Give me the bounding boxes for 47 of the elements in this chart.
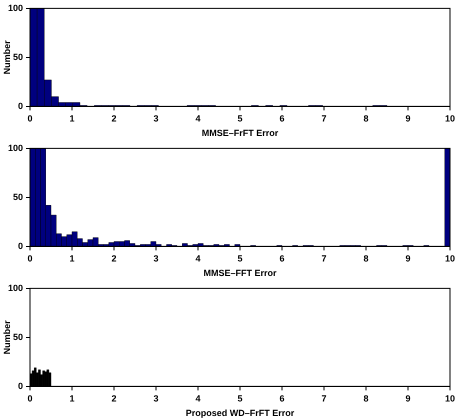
y-axis-title: Number [2,40,12,74]
x-axis-title: MMSE–FrFT Error [202,128,279,138]
x-tick-label: 4 [195,253,201,264]
y-tick-label: 100 [8,282,23,293]
x-tick-label: 5 [237,253,243,264]
x-tick-label: 3 [153,113,159,124]
x-tick-label: 7 [321,113,327,124]
x-tick-label: 6 [279,253,285,264]
x-tick-label: 1 [69,113,75,124]
y-tick-label: 50 [12,192,23,202]
x-tick-label: 5 [237,393,243,404]
x-tick-label: 10 [444,253,455,264]
x-tick-label: 8 [363,113,369,124]
x-tick-label: 8 [363,393,369,404]
x-tick-label: 9 [405,253,411,264]
x-tick-label: 1 [69,253,75,264]
x-tick-label: 4 [195,113,201,124]
x-tick-label: 7 [321,253,327,264]
x-tick-label: 0 [27,253,33,264]
y-tick-label: 100 [8,2,23,13]
x-tick-label: 6 [279,113,285,124]
x-tick-label: 4 [195,393,201,404]
x-tick-label: 10 [444,393,455,404]
x-tick-label: 5 [237,113,243,124]
x-tick-label: 10 [444,113,455,124]
y-tick-label: 50 [12,52,23,62]
y-tick-label: 0 [18,100,23,111]
x-axis-title: Proposed WD–FrFT Error [186,408,295,418]
x-tick-label: 9 [405,393,411,404]
x-tick-label: 0 [27,393,33,404]
y-tick-label: 0 [18,380,23,391]
x-tick-label: 2 [111,113,117,124]
y-axis-title: Number [2,320,12,354]
x-tick-label: 8 [363,253,369,264]
y-tick-label: 50 [12,332,23,342]
x-tick-label: 7 [321,393,327,404]
y-tick-label: 0 [18,240,23,251]
x-tick-label: 2 [111,253,117,264]
y-tick-label: 100 [8,142,23,153]
x-tick-label: 0 [27,113,33,124]
x-tick-label: 2 [111,393,117,404]
x-tick-label: 6 [279,393,285,404]
x-tick-label: 1 [69,393,75,404]
x-tick-label: 3 [153,393,159,404]
x-tick-label: 3 [153,253,159,264]
x-axis-title: MMSE–FFT Error [203,268,277,278]
x-tick-label: 9 [405,113,411,124]
